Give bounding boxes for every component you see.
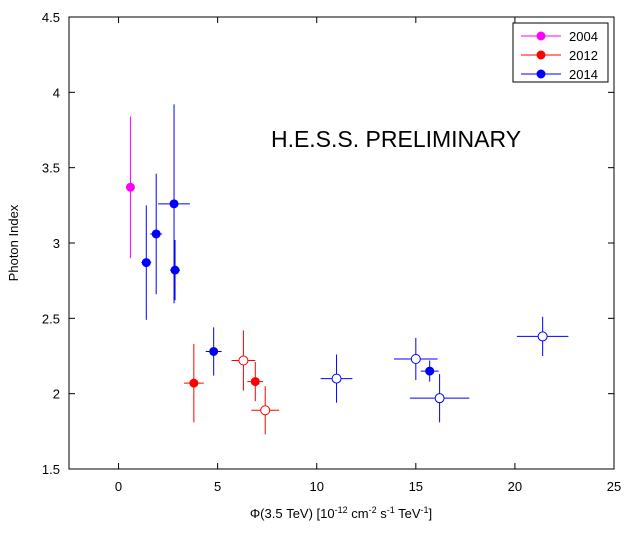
plot-frame <box>68 16 615 470</box>
data-point-filled <box>425 366 435 376</box>
x-tick-label: 15 <box>409 479 423 494</box>
x-title-exponent: -2 <box>369 505 377 515</box>
legend-marker-2014 <box>536 69 546 79</box>
x-title-exponent: -1 <box>421 505 429 515</box>
x-title-part: cm <box>348 506 369 521</box>
y-tick-label: 3.5 <box>42 161 60 176</box>
x-title-part: ] <box>429 506 433 521</box>
series-2014 <box>141 104 569 423</box>
data-point-filled <box>189 378 199 388</box>
data-point-filled <box>170 265 180 275</box>
legend-box <box>512 22 609 83</box>
data-point-filled <box>141 258 151 268</box>
data-point-filled <box>169 199 179 209</box>
data-point-filled <box>209 346 219 356</box>
y-tick-label: 2 <box>53 387 60 402</box>
x-title-exponent: -1 <box>387 505 395 515</box>
data-point-open <box>260 405 271 416</box>
y-tick-label: 3 <box>53 236 60 251</box>
series-2012 <box>183 330 280 435</box>
legend-label-2004: 2004 <box>569 29 598 44</box>
x-axis-title: Φ(3.5 TeV) [10-12 cm-2 s-1 TeV-1] <box>250 505 432 521</box>
y-tick-label: 4 <box>53 85 60 100</box>
y-axis-title: Photon Index <box>6 204 21 281</box>
legend: 2004 2012 2014 <box>512 22 609 83</box>
preliminary-annotation: H.E.S.S. PRELIMINARY <box>271 126 521 152</box>
legend-marker-2012 <box>536 50 546 60</box>
x-tick-label: 10 <box>309 479 323 494</box>
y-tick-label: 1.5 <box>42 462 60 477</box>
data-point-open <box>331 373 342 384</box>
x-title-part: Φ(3.5 TeV) [10 <box>250 506 335 521</box>
y-tick-label: 2.5 <box>42 311 60 326</box>
data-point-filled <box>151 229 161 239</box>
legend-label-2012: 2012 <box>569 48 598 63</box>
data-point-open <box>410 354 421 365</box>
y-tick-label: 4.5 <box>42 10 60 25</box>
data-point-open <box>434 393 445 404</box>
data-point-open <box>238 355 249 366</box>
x-title-part: TeV <box>395 506 421 521</box>
x-title-exponent: -12 <box>335 505 348 515</box>
series-2004 <box>125 116 135 259</box>
x-title-part: s <box>377 506 388 521</box>
x-tick-label: 25 <box>607 479 621 494</box>
legend-marker-2004 <box>536 31 546 41</box>
data-point-filled <box>250 377 260 387</box>
data-point-filled <box>125 182 135 192</box>
data-point-open <box>537 331 548 342</box>
x-tick-label: 5 <box>214 479 221 494</box>
x-tick-label: 0 <box>115 479 122 494</box>
legend-label-2014: 2014 <box>569 67 598 82</box>
x-tick-label: 20 <box>508 479 522 494</box>
